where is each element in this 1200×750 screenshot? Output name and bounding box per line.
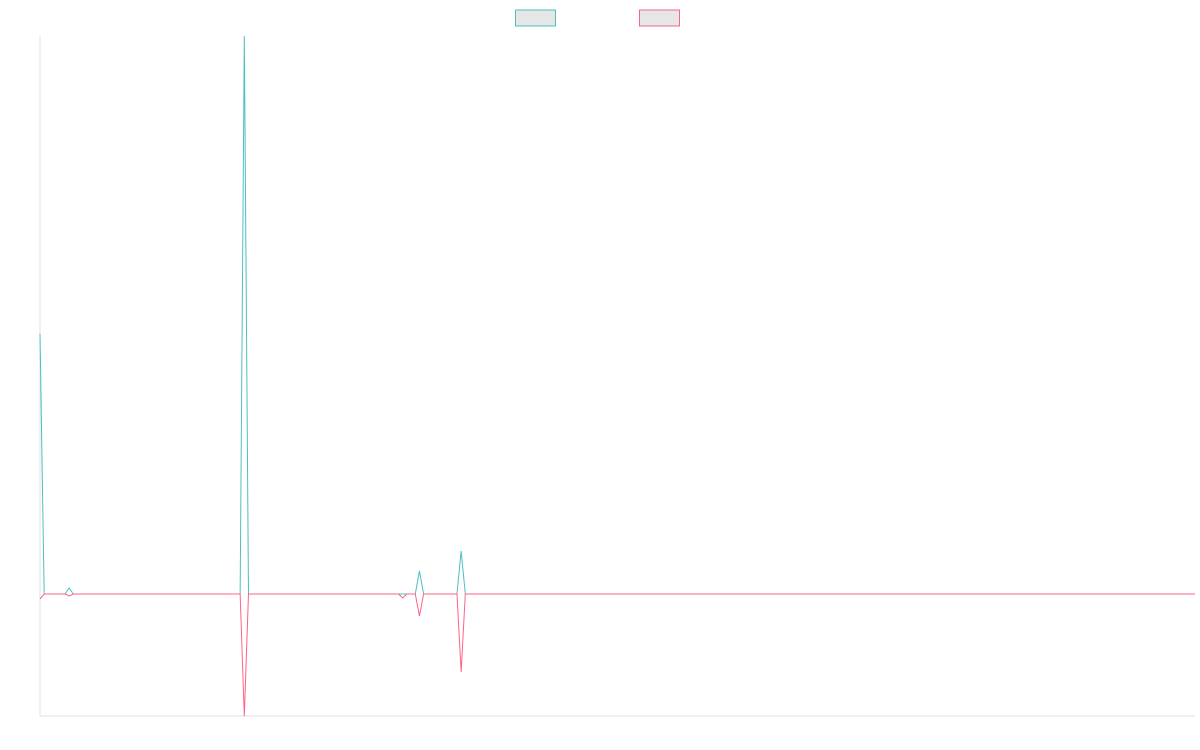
series-line — [39, 35, 1195, 595]
legend-swatch — [639, 9, 680, 27]
series-line — [39, 593, 1195, 717]
legend-swatch — [515, 9, 556, 27]
